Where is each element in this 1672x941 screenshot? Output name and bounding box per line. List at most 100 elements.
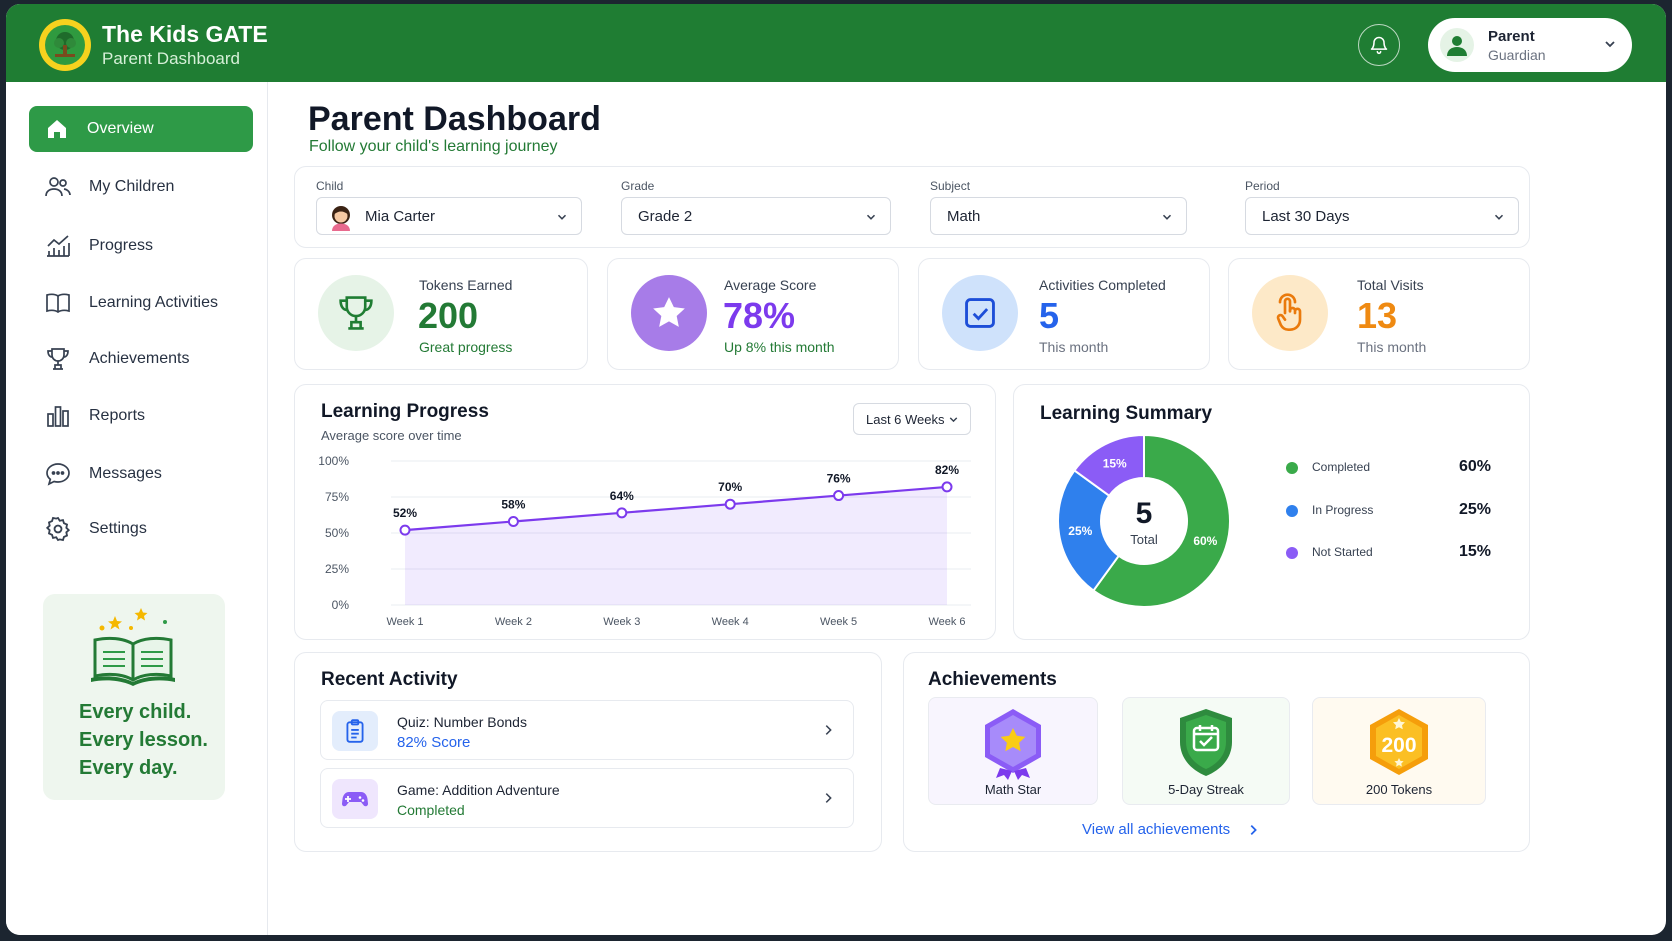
users-icon xyxy=(45,177,71,197)
sidebar-item-label: Progress xyxy=(89,237,154,254)
bar-chart-icon xyxy=(47,406,69,427)
view-all-achievements-link[interactable]: View all achievements xyxy=(1082,821,1260,838)
y-tick-label: 100% xyxy=(318,454,349,468)
badge-label: 5-Day Streak xyxy=(1168,782,1244,797)
sidebar-item-label: Achievements xyxy=(89,350,190,367)
data-label: 82% xyxy=(935,463,959,477)
chevron-down-icon xyxy=(1494,214,1504,220)
series-area xyxy=(405,486,947,605)
stat-value: 200 xyxy=(418,295,479,336)
x-tick-label: Week 4 xyxy=(712,616,749,628)
promo-line: Every lesson. xyxy=(79,729,208,751)
calendar-shield-icon xyxy=(1180,709,1232,776)
brand-subtitle: Parent Dashboard xyxy=(102,49,240,68)
data-label: 52% xyxy=(393,506,417,520)
sidebar-item-label: Overview xyxy=(87,120,154,137)
period-select[interactable]: Last 30 Days xyxy=(1245,197,1519,235)
stat-card-visits: Total Visits 13 This month xyxy=(1228,258,1530,370)
sidebar-item-achievements[interactable]: Achievements xyxy=(29,336,253,382)
sidebar-item-my-children[interactable]: My Children xyxy=(29,164,253,210)
section-title: Achievements xyxy=(928,669,1057,690)
child-select[interactable]: Mia Carter xyxy=(316,197,582,235)
badge-5-day-streak[interactable]: 5-Day Streak xyxy=(1122,697,1290,805)
sidebar-item-settings[interactable]: Settings xyxy=(29,506,253,552)
data-point xyxy=(399,524,411,536)
stat-label: Activities Completed xyxy=(1039,277,1166,293)
book-icon xyxy=(46,293,70,314)
sidebar-item-label: Learning Activities xyxy=(89,294,218,311)
star-icon xyxy=(631,275,707,351)
summary-donut-chart: 60% 25% 15% xyxy=(1057,433,1231,608)
legend-dot xyxy=(1286,547,1298,559)
range-select[interactable]: Last 6 Weeks xyxy=(853,403,971,435)
sidebar-item-progress[interactable]: Progress xyxy=(29,223,253,269)
promo-text: Every child. Every lesson. Every day. xyxy=(79,698,208,782)
filters-bar: Child Mia Carter Grade Grade 2 Subject M… xyxy=(294,166,1530,248)
filter-label-period: Period xyxy=(1245,179,1280,193)
stat-card-activities: Activities Completed 5 This month xyxy=(918,258,1210,370)
app-window: The Kids GATE Parent Dashboard Parent Gu… xyxy=(6,4,1666,935)
chevron-down-icon xyxy=(1605,41,1615,48)
chevron-down-icon xyxy=(557,214,567,220)
gear-icon xyxy=(45,516,71,542)
stat-label: Tokens Earned xyxy=(419,277,513,293)
badge-label: Math Star xyxy=(984,782,1042,797)
data-point xyxy=(941,481,953,493)
avatar xyxy=(1440,28,1474,62)
stat-note: This month xyxy=(1039,339,1109,355)
subject-select-value: Math xyxy=(947,207,981,225)
user-menu[interactable]: Parent Guardian xyxy=(1428,18,1632,72)
subject-select[interactable]: Math xyxy=(930,197,1187,235)
user-role: Guardian xyxy=(1488,47,1546,63)
donut-slice-label: 60% xyxy=(1193,534,1217,548)
recent-activity-card: Recent Activity Quiz: Number Bonds 82% S… xyxy=(294,652,882,852)
token-badge-icon: 200 xyxy=(1370,709,1428,775)
page-title: Parent Dashboard xyxy=(308,100,601,138)
sidebar: Overview My Children Progress Learning A… xyxy=(6,82,268,935)
series-line xyxy=(404,485,948,532)
open-book-icon xyxy=(91,608,175,686)
main-content: Parent Dashboard Follow your child's lea… xyxy=(268,82,1666,935)
view-all-label: View all achievements xyxy=(1082,821,1231,838)
stat-value: 78% xyxy=(723,295,796,336)
sidebar-item-learning-activities[interactable]: Learning Activities xyxy=(29,280,253,326)
section-subtitle: Average score over time xyxy=(321,428,462,443)
sidebar-item-label: My Children xyxy=(89,178,175,195)
stat-note: Great progress xyxy=(419,339,513,355)
notifications-button[interactable] xyxy=(1358,24,1400,66)
data-point xyxy=(616,507,628,519)
grade-select-value: Grade 2 xyxy=(638,207,693,225)
activity-item[interactable]: Quiz: Number Bonds 82% Score xyxy=(320,700,854,760)
badge-200-tokens[interactable]: 200 200 Tokens xyxy=(1312,697,1486,805)
sidebar-item-messages[interactable]: Messages xyxy=(29,451,253,497)
activity-title: Game: Addition Adventure xyxy=(397,782,560,798)
sidebar-item-reports[interactable]: Reports xyxy=(29,393,253,439)
activity-status: 82% Score xyxy=(397,734,471,751)
learning-summary-card: Learning Summary 60% 25% 15% 5 Total Compl… xyxy=(1013,384,1530,640)
data-label: 70% xyxy=(718,480,742,494)
grade-select[interactable]: Grade 2 xyxy=(621,197,891,235)
filter-label-grade: Grade xyxy=(621,179,655,193)
sidebar-item-label: Reports xyxy=(89,407,146,424)
brand-title: The Kids GATE xyxy=(102,21,268,47)
legend-dot xyxy=(1286,505,1298,517)
top-bar: The Kids GATE Parent Dashboard Parent Gu… xyxy=(6,4,1666,82)
legend-value: 25% xyxy=(1458,501,1491,518)
legend-value: 60% xyxy=(1458,458,1491,475)
stat-note: This month xyxy=(1357,339,1427,355)
activity-status: Completed xyxy=(397,802,465,818)
badge-math-star[interactable]: Math Star xyxy=(928,697,1098,805)
promo-card: Every child. Every lesson. Every day. xyxy=(43,594,225,800)
stat-card-average-score: Average Score 78% Up 8% this month xyxy=(607,258,899,370)
x-tick-label: Week 1 xyxy=(386,616,423,628)
child-avatar-icon xyxy=(332,206,350,231)
stat-value: 5 xyxy=(1039,295,1060,336)
learning-progress-card: Learning Progress Average score over tim… xyxy=(294,384,996,640)
donut-slice xyxy=(1073,433,1145,498)
legend-label: In Progress xyxy=(1312,503,1374,517)
activity-item[interactable]: Game: Addition Adventure Completed xyxy=(320,768,854,828)
y-tick-label: 25% xyxy=(325,562,349,576)
legend-label: Not Started xyxy=(1312,545,1373,559)
sidebar-item-overview[interactable]: Overview xyxy=(29,106,253,152)
legend-item-completed: Completed 60% xyxy=(1286,458,1491,479)
